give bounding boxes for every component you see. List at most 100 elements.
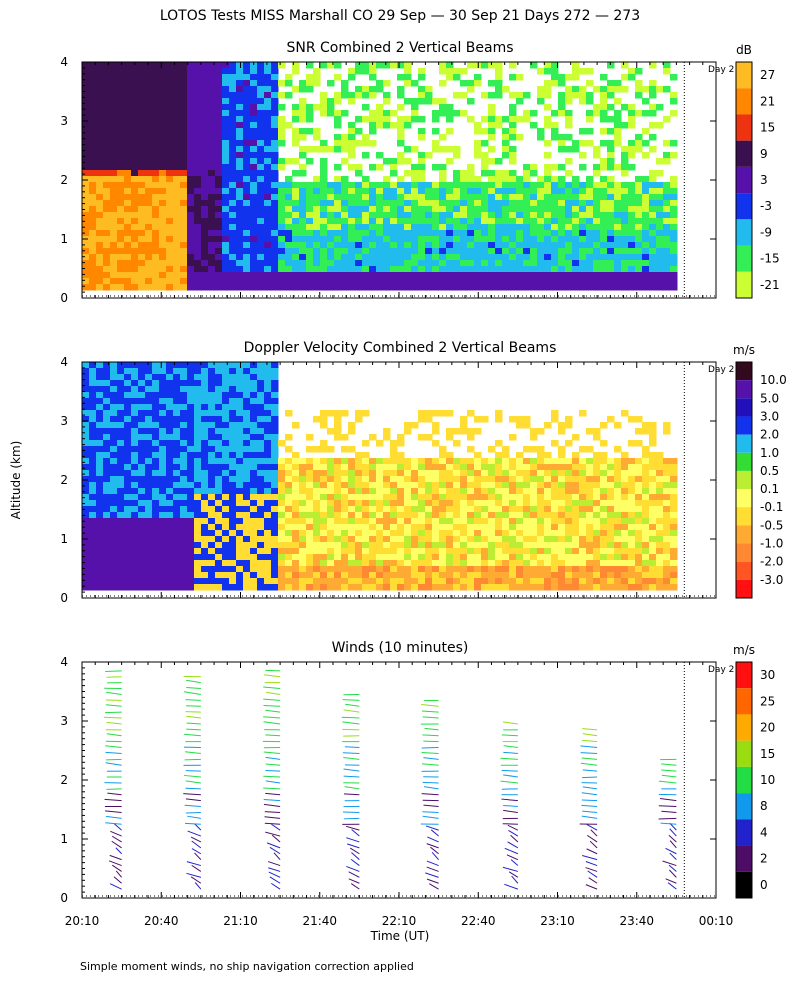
snr-cell — [544, 266, 552, 273]
snr-cell — [628, 146, 636, 153]
snr-cell — [82, 68, 90, 75]
snr-cell — [110, 122, 118, 129]
snr-cell — [467, 254, 475, 261]
doppler-cell — [110, 566, 118, 573]
snr-cell — [222, 104, 230, 111]
doppler-cell — [103, 578, 111, 585]
doppler-cell — [292, 542, 300, 549]
snr-cell — [544, 152, 552, 159]
doppler-cell — [474, 578, 482, 585]
snr-cell — [89, 248, 97, 255]
doppler-cell — [453, 458, 461, 465]
snr-cell — [558, 176, 566, 183]
doppler-cell — [194, 524, 202, 531]
doppler-cell — [124, 422, 132, 429]
snr-cell — [621, 146, 629, 153]
doppler-cell — [362, 536, 370, 543]
snr-cell — [313, 80, 321, 87]
snr-cell — [411, 284, 419, 291]
snr-cell — [509, 182, 517, 189]
doppler-cell — [404, 500, 412, 507]
snr-cell — [439, 284, 447, 291]
snr-cell — [159, 260, 167, 267]
doppler-cell — [292, 548, 300, 555]
doppler-cell — [208, 560, 216, 567]
doppler-cell — [313, 530, 321, 537]
doppler-cell — [173, 530, 181, 537]
snr-cell — [278, 158, 286, 165]
doppler-cell — [229, 380, 237, 387]
doppler-cell — [383, 548, 391, 555]
snr-cell — [551, 194, 559, 201]
snr-cell — [474, 152, 482, 159]
snr-cell — [117, 146, 125, 153]
snr-cell — [488, 218, 496, 225]
doppler-cell — [250, 446, 258, 453]
snr-cell — [222, 254, 230, 261]
doppler-cell — [558, 452, 566, 459]
snr-cell — [474, 122, 482, 129]
snr-cell — [516, 224, 524, 231]
doppler-cell — [82, 410, 90, 417]
doppler-cell — [397, 434, 405, 441]
doppler-cell — [530, 578, 538, 585]
snr-cell — [271, 278, 279, 285]
doppler-cell — [222, 536, 230, 543]
doppler-cell — [523, 446, 531, 453]
doppler-cell — [257, 368, 265, 375]
snr-cell — [208, 176, 216, 183]
snr-cell — [103, 134, 111, 141]
snr-cell — [670, 236, 678, 243]
snr-cell — [460, 188, 468, 195]
snr-cell — [495, 278, 503, 285]
snr-cell — [551, 122, 559, 129]
snr-cell — [362, 92, 370, 99]
doppler-cell — [201, 434, 209, 441]
snr-cell — [642, 224, 650, 231]
doppler-cell — [250, 404, 258, 411]
snr-cell — [355, 260, 363, 267]
doppler-cell — [551, 488, 559, 495]
doppler-cell — [208, 452, 216, 459]
doppler-cell — [467, 572, 475, 579]
doppler-cell — [572, 542, 580, 549]
doppler-cell — [488, 536, 496, 543]
doppler-cell — [131, 362, 139, 369]
snr-cell — [376, 200, 384, 207]
doppler-cell — [145, 560, 153, 567]
snr-cell — [460, 236, 468, 243]
snr-cell — [530, 164, 538, 171]
snr-cell — [152, 128, 160, 135]
y-tick-label: 4 — [60, 55, 68, 69]
snr-cell — [579, 218, 587, 225]
doppler-cell — [257, 452, 265, 459]
doppler-cell — [229, 458, 237, 465]
snr-cell — [488, 122, 496, 129]
snr-cell — [152, 236, 160, 243]
snr-cell — [523, 272, 531, 279]
doppler-cell — [341, 506, 349, 513]
doppler-cell — [523, 512, 531, 519]
doppler-cell — [117, 536, 125, 543]
snr-cell — [131, 134, 139, 141]
doppler-cell — [194, 464, 202, 471]
snr-cell — [250, 74, 258, 81]
snr-cell — [593, 230, 601, 237]
snr-colorbar-unit: dB — [736, 43, 752, 57]
doppler-cell — [110, 404, 118, 411]
doppler-cell — [201, 446, 209, 453]
snr-cell — [572, 140, 580, 147]
doppler-cell — [89, 440, 97, 447]
doppler-cell — [110, 452, 118, 459]
doppler-cell — [159, 554, 167, 561]
doppler-cell — [187, 578, 195, 585]
doppler-cell — [285, 524, 293, 531]
doppler-cell — [89, 404, 97, 411]
snr-cell — [502, 200, 510, 207]
doppler-cell — [138, 422, 146, 429]
doppler-cell — [194, 572, 202, 579]
doppler-cell — [397, 566, 405, 573]
doppler-cell — [446, 542, 454, 549]
doppler-cell — [313, 476, 321, 483]
snr-cell — [82, 254, 90, 261]
